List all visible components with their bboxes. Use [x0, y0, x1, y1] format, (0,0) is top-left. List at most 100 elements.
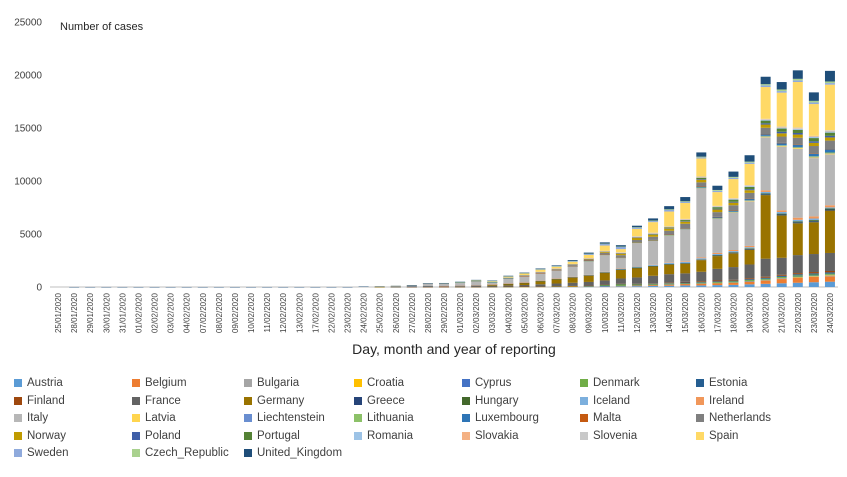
bar-segment: [808, 100, 819, 103]
bar-segment: [792, 277, 803, 283]
bar-segment: [792, 80, 803, 82]
bar-segment: [744, 278, 755, 280]
bar-segment: [728, 202, 739, 206]
bar-segment: [648, 264, 659, 266]
y-tick-label: 20000: [14, 71, 42, 82]
bar-segment: [808, 137, 819, 139]
legend-swatch: [132, 431, 140, 440]
bar-segment: [760, 193, 771, 195]
bar-segment: [615, 255, 626, 258]
bar-segment: [808, 138, 819, 142]
bar-segment: [776, 131, 787, 134]
bar-segment: [696, 271, 707, 282]
bar-segment: [808, 102, 819, 105]
bar-segment: [776, 127, 787, 128]
legend-label: Liechtenstein: [257, 412, 325, 425]
bar-segment: [648, 284, 659, 286]
bar-segment: [824, 130, 835, 131]
bar-segment: [728, 252, 739, 253]
legend-label: Romania: [367, 429, 414, 442]
bar-segment: [792, 70, 803, 79]
bar-segment: [744, 284, 755, 287]
x-tick-label: 09/02/2020: [231, 292, 240, 333]
legend-item: Malta: [580, 411, 621, 425]
bar-segment: [824, 84, 835, 131]
legend-swatch: [462, 379, 470, 387]
x-tick-label: 25/02/2020: [376, 292, 385, 333]
bar-segment: [776, 91, 787, 93]
bar-segment: [744, 247, 755, 249]
bar-segment: [696, 158, 707, 177]
legend-swatch: [244, 396, 252, 405]
bar-segment: [808, 282, 819, 287]
stacked-bar-chart: Number of cases Day, month and year of r…: [14, 18, 838, 357]
bar-segment: [631, 236, 642, 237]
legend-item: Italy: [14, 411, 48, 425]
bar-segment: [808, 254, 819, 273]
bar-segment: [760, 120, 771, 124]
bar-segment: [776, 213, 787, 215]
legend-swatch: [580, 414, 588, 423]
bar-segment: [503, 283, 514, 286]
bar-segment: [664, 226, 675, 228]
x-tick-label: 06/03/2020: [536, 292, 545, 333]
legend-swatch: [580, 379, 588, 387]
bar-segment: [567, 265, 578, 266]
legend-swatch: [244, 449, 252, 458]
chart-area: Number of cases Day, month and year of r…: [14, 18, 838, 357]
legend-item: Denmark: [580, 376, 640, 390]
x-tick-label: 19/03/2020: [746, 292, 755, 333]
x-tick-label: 30/01/2020: [102, 292, 111, 333]
x-tick-label: 12/03/2020: [633, 292, 642, 333]
bar-segment: [744, 186, 755, 187]
bar-segment: [664, 262, 675, 264]
bar-segment: [599, 286, 610, 287]
bar-segment: [824, 275, 835, 276]
bar-segment: [519, 285, 530, 287]
bar-segment: [664, 264, 675, 275]
legend-label: Italy: [27, 412, 49, 425]
bar-segment: [615, 249, 626, 253]
bar-segment: [808, 92, 819, 101]
bar-segment: [567, 261, 578, 264]
bar-segment: [680, 228, 691, 229]
bar-segment: [712, 189, 723, 191]
bar-segment: [615, 286, 626, 287]
legend-swatch: [696, 379, 704, 387]
bar-segment: [631, 225, 642, 228]
bar-segment: [792, 275, 803, 277]
bar-segment: [760, 195, 771, 259]
bar-segment: [696, 179, 707, 183]
bar-segment: [712, 281, 723, 282]
bar-segment: [712, 256, 723, 269]
bar-segment: [824, 209, 835, 211]
bar-segment: [824, 252, 835, 271]
x-tick-label: 08/02/2020: [215, 292, 224, 333]
legend-swatch: [354, 431, 362, 440]
legend-swatch: [14, 449, 22, 458]
legend-swatch: [14, 431, 22, 440]
legend-item: Latvia: [132, 411, 176, 425]
bar-segment: [824, 137, 835, 141]
bar-segment: [696, 177, 707, 178]
bar-segment: [535, 284, 546, 287]
bar-segment: [696, 281, 707, 283]
bar-segment: [824, 275, 835, 277]
bar-segment: [680, 285, 691, 287]
bar-segment: [712, 253, 723, 256]
legend-item: Slovenia: [580, 429, 637, 443]
legend-label: Slovenia: [593, 429, 638, 442]
bar-segment: [776, 210, 787, 213]
legend-swatch: [132, 414, 140, 423]
x-tick-label: 24/03/2020: [826, 292, 835, 333]
bar-segment: [583, 252, 594, 254]
legend-swatch: [462, 414, 470, 423]
bar-segment: [631, 286, 642, 287]
legend-label: Greece: [367, 394, 405, 407]
x-tick-label: 04/03/2020: [504, 292, 513, 333]
bar-segment: [680, 283, 691, 284]
bar-segment: [712, 185, 723, 190]
bar-segment: [503, 278, 514, 284]
bar-segment: [824, 149, 835, 153]
bar-segment: [728, 251, 739, 253]
